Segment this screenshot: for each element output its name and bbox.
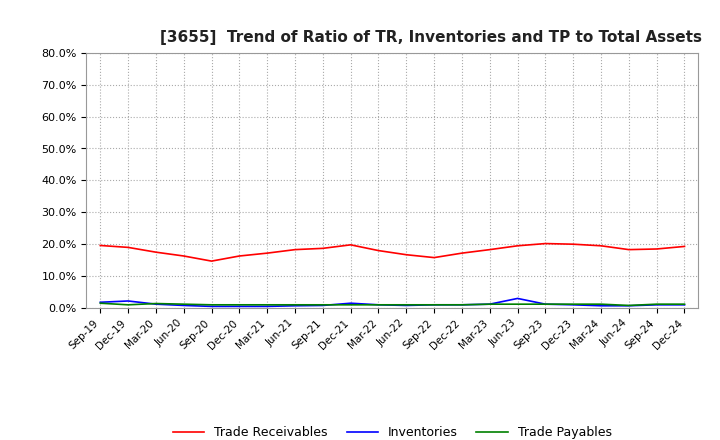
Inventories <box>485 301 494 307</box>
Inventories <box>652 302 661 308</box>
Trade Payables <box>346 302 355 308</box>
Inventories <box>318 303 327 308</box>
Trade Receivables <box>96 243 104 248</box>
Trade Payables <box>624 303 633 308</box>
Trade Payables <box>458 302 467 308</box>
Inventories <box>207 304 216 309</box>
Trade Payables <box>569 301 577 307</box>
Trade Payables <box>597 301 606 307</box>
Inventories <box>152 301 161 307</box>
Inventories <box>235 304 243 309</box>
Inventories <box>346 301 355 306</box>
Inventories <box>263 304 271 309</box>
Trade Payables <box>124 302 132 308</box>
Inventories <box>124 298 132 304</box>
Text: [3655]  Trend of Ratio of TR, Inventories and TP to Total Assets: [3655] Trend of Ratio of TR, Inventories… <box>160 29 702 45</box>
Trade Payables <box>374 302 383 308</box>
Trade Payables <box>291 302 300 308</box>
Trade Receivables <box>124 245 132 250</box>
Trade Receivables <box>152 249 161 255</box>
Inventories <box>374 302 383 308</box>
Trade Receivables <box>402 252 410 257</box>
Trade Receivables <box>680 244 689 249</box>
Trade Receivables <box>569 242 577 247</box>
Inventories <box>430 302 438 308</box>
Inventories <box>458 302 467 308</box>
Inventories <box>597 303 606 308</box>
Trade Payables <box>485 301 494 307</box>
Trade Payables <box>318 302 327 308</box>
Trade Receivables <box>263 250 271 256</box>
Trade Receivables <box>430 255 438 260</box>
Trade Receivables <box>291 247 300 252</box>
Trade Payables <box>152 301 161 306</box>
Trade Payables <box>513 301 522 307</box>
Inventories <box>513 296 522 301</box>
Trade Receivables <box>207 258 216 264</box>
Trade Receivables <box>235 253 243 259</box>
Trade Payables <box>541 301 550 307</box>
Inventories <box>402 303 410 308</box>
Line: Inventories: Inventories <box>100 298 685 306</box>
Trade Payables <box>680 301 689 307</box>
Trade Payables <box>235 302 243 308</box>
Inventories <box>680 302 689 308</box>
Trade Receivables <box>652 246 661 252</box>
Inventories <box>291 303 300 308</box>
Inventories <box>96 300 104 305</box>
Inventories <box>624 303 633 308</box>
Trade Receivables <box>346 242 355 247</box>
Legend: Trade Receivables, Inventories, Trade Payables: Trade Receivables, Inventories, Trade Pa… <box>168 422 617 440</box>
Trade Payables <box>96 301 104 306</box>
Line: Trade Receivables: Trade Receivables <box>100 244 685 261</box>
Line: Trade Payables: Trade Payables <box>100 303 685 305</box>
Trade Receivables <box>318 246 327 251</box>
Trade Receivables <box>541 241 550 246</box>
Inventories <box>179 303 188 308</box>
Trade Receivables <box>458 250 467 256</box>
Trade Payables <box>179 301 188 307</box>
Trade Payables <box>402 302 410 308</box>
Trade Receivables <box>374 248 383 253</box>
Trade Payables <box>430 302 438 308</box>
Trade Receivables <box>485 247 494 252</box>
Trade Payables <box>207 302 216 308</box>
Trade Receivables <box>513 243 522 249</box>
Inventories <box>569 302 577 308</box>
Trade Payables <box>263 302 271 308</box>
Inventories <box>541 301 550 307</box>
Trade Receivables <box>624 247 633 252</box>
Trade Payables <box>652 301 661 307</box>
Trade Receivables <box>179 253 188 259</box>
Trade Receivables <box>597 243 606 249</box>
